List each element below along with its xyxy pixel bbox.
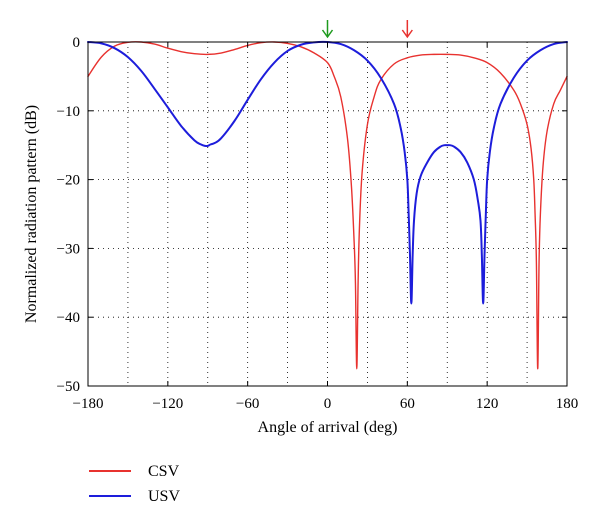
series-layer	[87, 40, 568, 370]
legend: CSV USV	[89, 463, 180, 505]
x-tick-label-3: 0	[324, 396, 332, 412]
y-tick-label-3: −30	[57, 241, 80, 257]
x-tick-label-1: −120	[152, 396, 183, 412]
y-tick-label-5: −50	[57, 379, 80, 395]
axis-ticks: −180 −120 −60 0 60 120 180 0 −10 −20 −30 −40 −50	[57, 35, 579, 412]
plot-frame	[87, 41, 568, 387]
x-tick-label-5: 120	[476, 396, 499, 412]
series-line-usv	[87, 40, 568, 305]
x-tick-label-4: 60	[400, 396, 415, 412]
y-tick-label-0: 0	[73, 35, 81, 51]
y-tick-label-2: −20	[57, 173, 80, 189]
annotation-arrows	[321, 20, 413, 39]
legend-label-usv: USV	[148, 488, 180, 505]
x-tick-label-6: 180	[556, 396, 579, 412]
x-tick-label-0: −180	[73, 396, 104, 412]
x-axis-label: Angle of arrival (deg)	[258, 419, 398, 436]
annotation-arrow-0	[321, 20, 334, 39]
legend-label-csv: CSV	[148, 463, 180, 480]
grid-lines	[88, 42, 567, 386]
y-tick-label-1: −10	[57, 104, 80, 120]
y-axis-label: Normalized radiation pattern (dB)	[23, 105, 40, 323]
x-tick-label-2: −60	[236, 396, 259, 412]
series-line-csv	[87, 41, 568, 370]
annotation-arrow-1	[401, 20, 413, 39]
y-tick-label-4: −40	[57, 310, 80, 326]
